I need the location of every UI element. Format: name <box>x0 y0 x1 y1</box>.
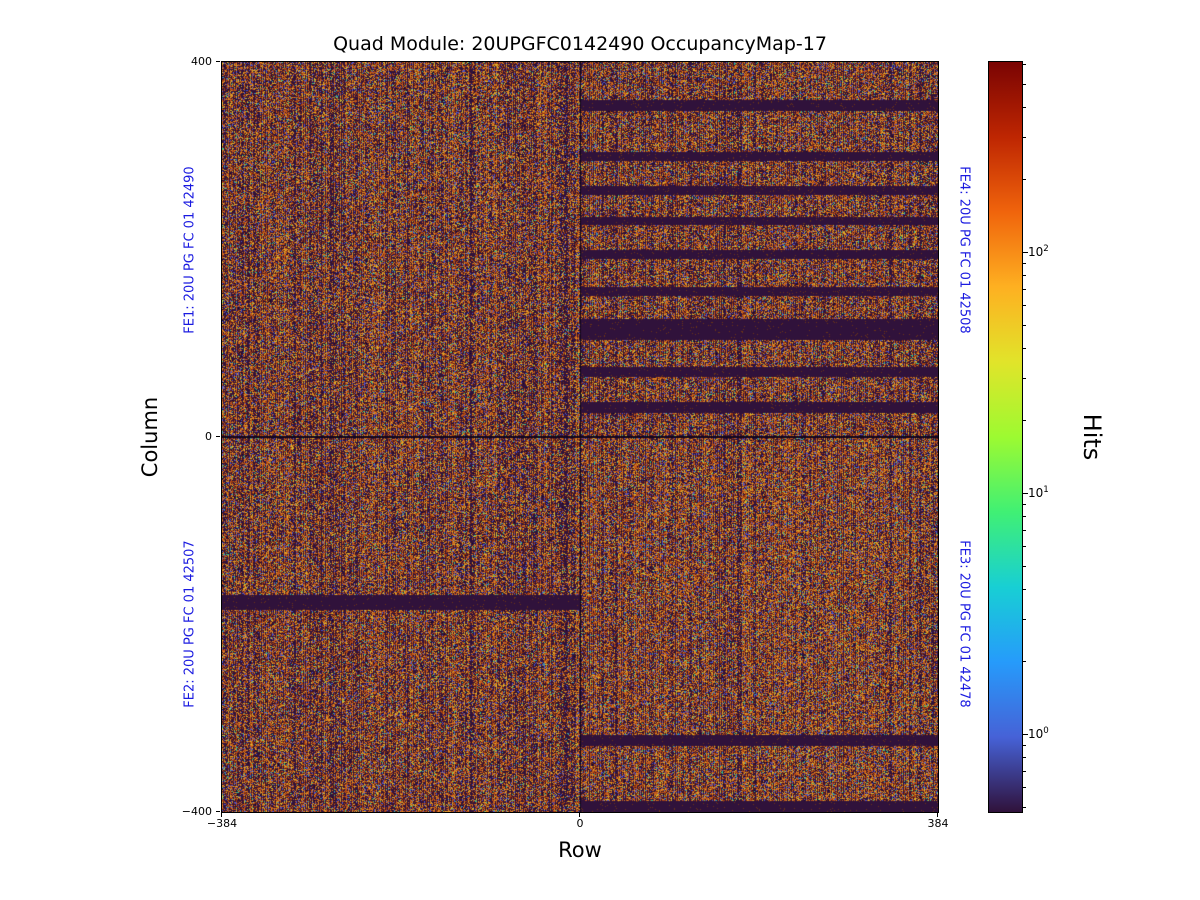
colorbar-axis-label: Hits <box>1078 413 1106 461</box>
y-tick-mark <box>216 61 220 62</box>
plot-area <box>221 61 939 813</box>
colorbar-minor-tick <box>1023 661 1026 662</box>
y-tick-mark <box>216 436 220 437</box>
chart-title: Quad Module: 20UPGFC0142490 OccupancyMap… <box>333 33 827 55</box>
colorbar-minor-tick <box>1023 546 1026 547</box>
y-axis-label: Column <box>138 396 162 478</box>
x-tick-label: −384 <box>206 817 238 830</box>
colorbar-minor-tick <box>1023 263 1026 264</box>
colorbar-minor-tick <box>1023 137 1026 138</box>
fe2-chip-label: FE2: 20U PG FC 01 42507 <box>182 540 198 708</box>
colorbar-tick-mark <box>1023 252 1028 253</box>
colorbar-tick-mark <box>1023 493 1028 494</box>
x-axis-label: Row <box>558 838 602 862</box>
colorbar-minor-tick <box>1023 566 1026 567</box>
colorbar-gradient <box>989 62 1022 812</box>
colorbar-tick-label: 102 <box>1028 244 1049 259</box>
colorbar <box>988 61 1023 813</box>
x-tick-mark <box>937 813 938 817</box>
colorbar-minor-tick <box>1023 305 1026 306</box>
colorbar-minor-tick <box>1023 807 1026 808</box>
colorbar-minor-tick <box>1023 289 1026 290</box>
colorbar-minor-tick <box>1023 420 1026 421</box>
colorbar-minor-tick <box>1023 325 1026 326</box>
colorbar-minor-tick <box>1023 745 1026 746</box>
colorbar-minor-tick <box>1023 619 1026 620</box>
colorbar-minor-tick <box>1023 378 1026 379</box>
colorbar-tick-mark <box>1023 734 1028 735</box>
fe1-chip-label: FE1: 20U PG FC 01 42490 <box>182 166 198 334</box>
y-tick-label: 400 <box>191 55 212 68</box>
colorbar-minor-tick <box>1023 516 1026 517</box>
colorbar-minor-tick <box>1023 348 1026 349</box>
fe3-chip-label: FE3: 20U PG FC 01 42478 <box>956 540 972 708</box>
y-tick-label: 0 <box>205 430 212 443</box>
colorbar-minor-tick <box>1023 530 1026 531</box>
y-tick-label: −400 <box>181 805 212 818</box>
colorbar-minor-tick <box>1023 84 1026 85</box>
occupancy-heatmap <box>222 62 938 812</box>
colorbar-minor-tick <box>1023 64 1026 65</box>
colorbar-minor-tick <box>1023 589 1026 590</box>
colorbar-tick-label: 101 <box>1028 485 1049 500</box>
colorbar-minor-tick <box>1023 771 1026 772</box>
x-tick-label: 384 <box>927 817 949 830</box>
x-tick-mark <box>221 813 222 817</box>
colorbar-minor-tick <box>1023 787 1026 788</box>
colorbar-minor-tick <box>1023 504 1026 505</box>
y-tick-mark <box>216 811 220 812</box>
colorbar-minor-tick <box>1023 275 1026 276</box>
x-tick-mark <box>579 813 580 817</box>
fe4-chip-label: FE4: 20U PG FC 01 42508 <box>956 166 972 334</box>
colorbar-tick-label: 100 <box>1028 726 1049 741</box>
colorbar-minor-tick <box>1023 179 1026 180</box>
x-tick-label: 0 <box>576 817 584 830</box>
colorbar-minor-tick <box>1023 757 1026 758</box>
colorbar-minor-tick <box>1023 107 1026 108</box>
